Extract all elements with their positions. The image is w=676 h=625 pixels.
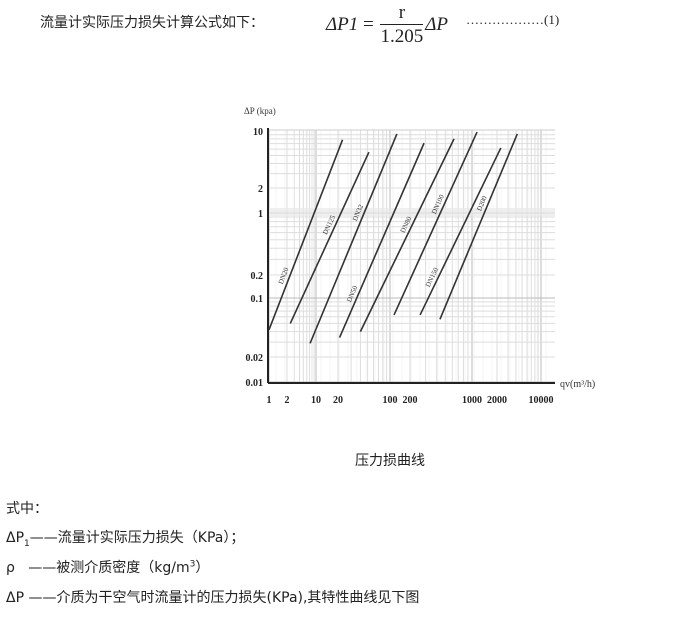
chart-series: [268, 131, 519, 344]
intro-text: 流量计实际压力损失计算公式如下：: [40, 15, 264, 31]
y-tick-label: 0.1: [251, 294, 264, 305]
equation-number: ………………(1): [466, 12, 560, 27]
fraction: r 1.205: [380, 2, 424, 49]
series-line-dn32: [309, 133, 398, 344]
definition-dp: ΔP ——介质为干空气时流量计的压力损失(KPa),其特性曲线见下图: [6, 587, 419, 607]
series-label: DN20: [277, 266, 291, 285]
series-line-d200: [439, 133, 519, 320]
y-tick-label: 1: [258, 209, 263, 220]
p1-symbol: ΔP: [6, 530, 25, 546]
definitions-heading: 式中：: [6, 501, 48, 517]
series-line-dn20: [268, 139, 344, 331]
series-label: DN80: [399, 215, 414, 234]
pressure-loss-chart: 1 2 10 20 100 200 1000 2000 10000 10 2 1 0.2 0.1 0.02 0…: [244, 106, 595, 406]
dp-symbol: ΔP: [6, 590, 25, 606]
formula: ΔP1 = r 1.205 ΔP: [326, 2, 448, 49]
dp-text: ——介质为干空气时流量计的压力损失(KPa),其特性曲线见下图: [28, 590, 420, 606]
x-tick-label: 10000: [529, 395, 554, 406]
chart-caption: 压力损曲线: [355, 453, 425, 469]
y-tick-label: 2: [258, 184, 263, 195]
x-tick-label: 1: [267, 395, 272, 406]
definition-rho: ρ ——被测介质密度（kg/m3）: [6, 557, 209, 577]
x-tick-label: 100: [383, 395, 398, 406]
series-line-dn100: [393, 131, 478, 316]
x-tick-label: 1000: [462, 395, 482, 406]
x-tick-label: 200: [403, 395, 418, 406]
x-tick-label: 2000: [487, 395, 507, 406]
series-line-dn125: [289, 151, 370, 324]
rho-symbol: ρ: [6, 560, 15, 576]
y-tick-label: 0.01: [246, 378, 264, 389]
y-tick-label: 0.02: [246, 353, 264, 364]
rho-text: ——被测介质密度（kg/m: [28, 560, 190, 576]
x-tick-label: 20: [333, 395, 343, 406]
y-axis-label: ΔP (kpa): [244, 106, 276, 116]
rho-superscript: 3: [189, 559, 196, 570]
numerator: r: [380, 2, 424, 25]
series-label: DN50: [345, 284, 359, 303]
p1-text: ——流量计实际压力损失（KPa）；: [29, 530, 245, 546]
y-tick-label: 10: [253, 127, 263, 138]
x-tick-label: 2: [285, 395, 290, 406]
y-tick-label: 0.2: [251, 271, 264, 282]
series-line-dn80: [359, 138, 455, 332]
p1-subscript: 1: [24, 538, 30, 549]
formula-eq: =: [363, 13, 374, 35]
chart-axes: 1 2 10 20 100 200 1000 2000 10000 10 2 1 0.2 0.1 0.02 0…: [244, 106, 595, 406]
chart-grid: [268, 129, 555, 383]
formula-rhs: ΔP: [425, 13, 448, 35]
rho-end: ）: [195, 560, 210, 576]
series-line-dn150: [419, 147, 502, 316]
formula-lhs: ΔP1: [326, 13, 359, 35]
series-line-dn50: [338, 142, 425, 338]
grid-band: [268, 208, 555, 216]
x-axis-label: qv(m³/h): [560, 379, 595, 390]
x-tick-label: 10: [311, 395, 321, 406]
denominator: 1.205: [380, 26, 424, 47]
definition-p1: ΔP1——流量计实际压力损失（KPa）；: [6, 527, 244, 549]
